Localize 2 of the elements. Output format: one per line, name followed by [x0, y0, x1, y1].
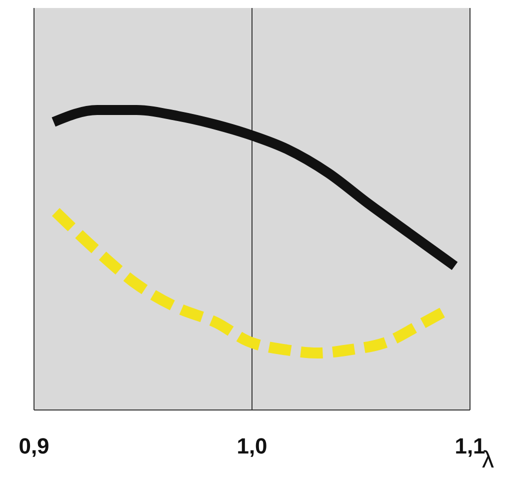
- x-tick-label: 0,9: [18, 434, 50, 459]
- x-tick-label: 1,0: [236, 434, 268, 459]
